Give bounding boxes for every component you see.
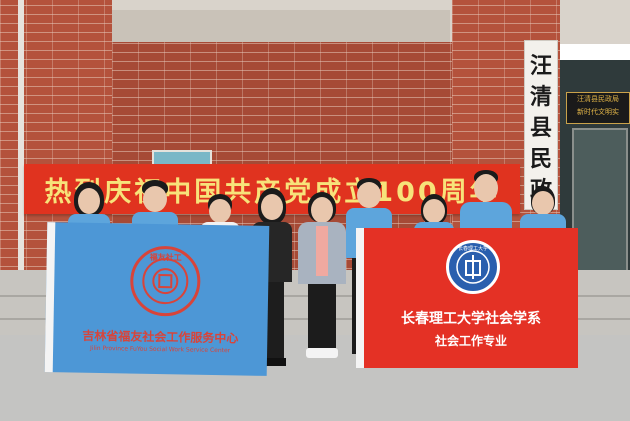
red-flag-line2: 社会工作专业	[434, 334, 507, 348]
person-5	[296, 192, 348, 368]
black-plaque: 汪清县民政局 新时代文明实	[566, 92, 630, 124]
plaque-line2: 新时代文明实	[577, 108, 619, 116]
red-flag-emblem-text: 长春理工大学	[457, 246, 488, 252]
blue-flag: 福友社工 吉林省福友社会工作服务中心 Jilin Province FuYou …	[44, 222, 270, 376]
sign-char-2: 清	[529, 85, 552, 110]
blue-flag-emblem: 福友社工	[129, 245, 201, 317]
drain-pipe	[18, 0, 24, 285]
door-glass	[572, 128, 628, 282]
red-flag-emblem: 长春理工大学	[446, 240, 500, 294]
sign-char-1: 汪	[529, 54, 552, 79]
sign-char-4: 民	[529, 147, 552, 172]
red-flag: 长春理工大学 长春理工大学社会学系 社会工作专业	[356, 228, 578, 368]
person-8	[460, 170, 512, 232]
sign-char-3: 县	[529, 116, 552, 141]
red-flag-line1: 长春理工大学社会学系	[401, 311, 541, 327]
plaque-line1: 汪清县民政局	[577, 95, 619, 103]
vertical-door-sign: 汪 清 县 民 政	[524, 40, 558, 210]
blue-flag-emblem-text: 福友社工	[149, 252, 182, 263]
overhang-shadow	[110, 10, 450, 42]
